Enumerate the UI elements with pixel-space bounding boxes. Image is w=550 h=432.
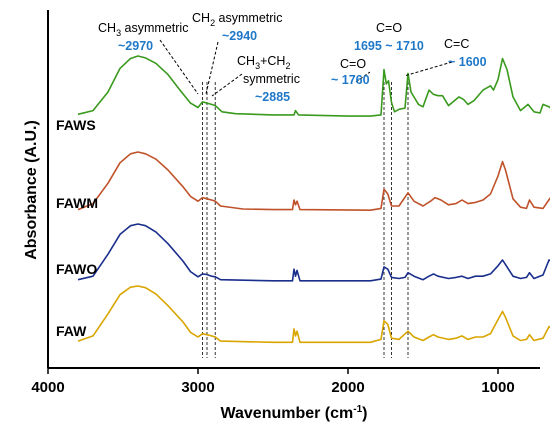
leader-ch2-asym (205, 41, 219, 95)
leader-ch3-asym (159, 39, 199, 95)
annotation-leaders (159, 39, 453, 97)
x-ticks: 4000 3000 2000 1000 (31, 368, 515, 396)
x-tick-label-2000: 2000 (331, 379, 364, 396)
series-label-fawo: FAWO (56, 261, 97, 277)
annotation-ch3ch2-value: ~2885 (255, 90, 290, 104)
annotation-ch3-asymmetric: CH3 asymmetric (98, 21, 188, 38)
x-axis-title: Wavenumber (cm-1) (220, 404, 367, 422)
annotation-ch3ch2-line2: symmetric (243, 72, 300, 86)
annotation-ch2-asymmetric-value: ~2940 (222, 29, 257, 43)
annotation-ch2-asymmetric: CH2 asymmetric (192, 11, 282, 28)
x-tick-label-1000: 1000 (481, 379, 514, 396)
series-label-faws: FAWS (56, 117, 96, 133)
series-label-fawm: FAWM (56, 195, 98, 211)
annotation-cc-label: C=C (444, 37, 469, 51)
reference-lines (202, 82, 409, 358)
series-line-fawo (77, 223, 550, 282)
annotation-co-top-label: C=O (376, 21, 402, 35)
series-label-faw: FAW (56, 323, 87, 339)
y-axis-title: Absorbance (A.U.) (23, 120, 40, 260)
annotation-co-left-label: C=O (340, 57, 366, 71)
annotation-co-left-value: ~ 1760 (331, 73, 370, 87)
annotation-co-top-value: 1695 ~ 1710 (354, 39, 424, 53)
annotation-ch3-asymmetric-value: ~2970 (118, 39, 153, 53)
series-line-fawm (77, 151, 550, 211)
leader-co-left (355, 71, 371, 83)
series-group (77, 55, 550, 344)
x-tick-label-4000: 4000 (31, 379, 64, 396)
series-line-faws (77, 55, 550, 117)
series-line-faw (77, 285, 550, 344)
leader-cc (403, 61, 453, 77)
leader-ch3ch2-sym (211, 73, 243, 97)
annotation-cc-value: ~ 1600 (448, 55, 487, 69)
x-tick-label-3000: 3000 (181, 379, 214, 396)
annotation-ch3ch2-line1: CH3+CH2 (237, 54, 290, 71)
